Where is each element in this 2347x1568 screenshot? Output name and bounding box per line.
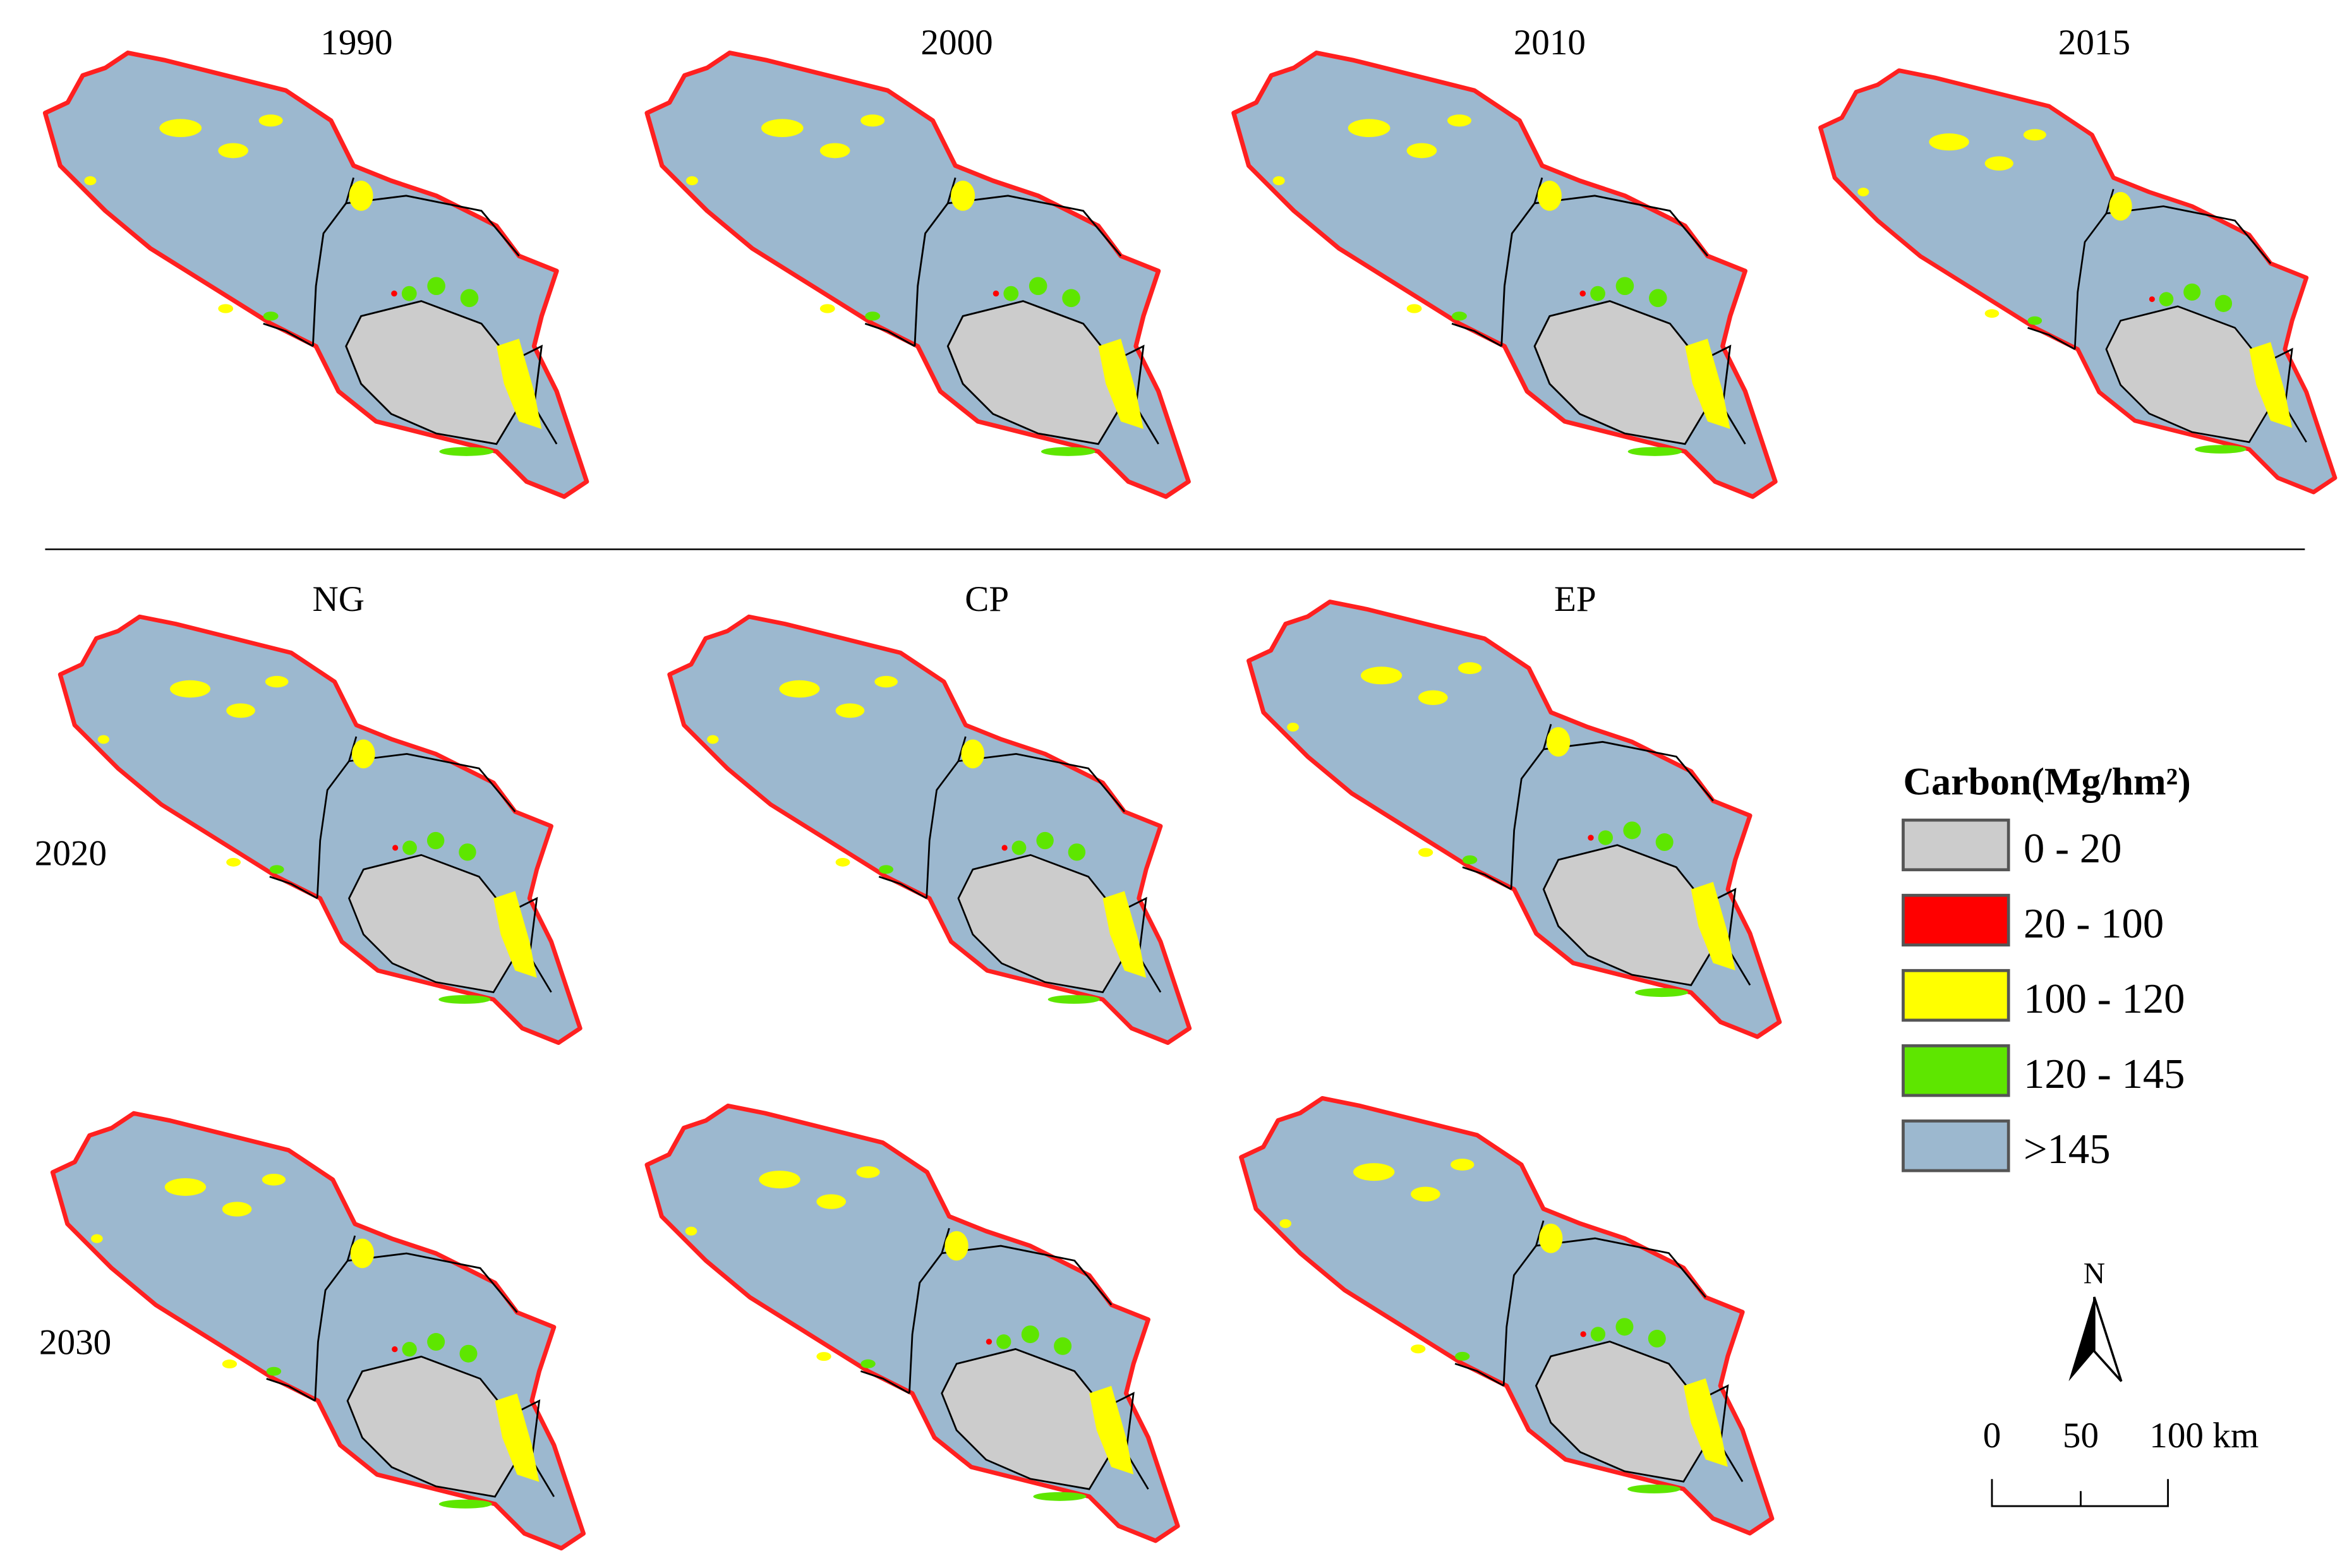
panel-title: NG xyxy=(313,579,365,619)
map-panel xyxy=(45,53,586,497)
map-panel xyxy=(60,617,580,1042)
map-panel xyxy=(52,1113,583,1548)
panel-title: 2015 xyxy=(2058,23,2130,63)
panel-title: CP xyxy=(965,579,1009,619)
scale-label: 50 xyxy=(2063,1416,2099,1456)
legend-swatch xyxy=(1902,968,2010,1022)
row-label: 2030 xyxy=(39,1323,111,1363)
scale-bar: 0 50 100 km xyxy=(1983,1416,2259,1507)
legend-label: 120 - 145 xyxy=(2024,1051,2185,1097)
scale-label: 100 km xyxy=(2149,1416,2259,1456)
legend-label: 0 - 20 xyxy=(2024,826,2122,872)
legend: Carbon(Mg/hm²) 0 - 20 20 - 100 100 - 120 12… xyxy=(1902,761,2191,1173)
panel-title: 2000 xyxy=(920,23,992,63)
legend-swatch xyxy=(1902,1119,2010,1173)
map-panel xyxy=(1249,602,1780,1037)
legend-swatch xyxy=(1902,818,2010,872)
map-panel xyxy=(1241,1098,1772,1533)
legend-label: 20 - 100 xyxy=(2024,901,2164,947)
map-panel xyxy=(1821,71,2335,492)
arrow-left xyxy=(2068,1297,2094,1382)
scale-label: 0 xyxy=(1983,1416,2001,1456)
legend-swatch xyxy=(1902,1044,2010,1097)
panel-title: EP xyxy=(1554,579,1596,619)
north-arrow: N xyxy=(2068,1258,2123,1382)
legend-label: 100 - 120 xyxy=(2024,976,2185,1022)
legend-title: Carbon(Mg/hm²) xyxy=(1903,761,2190,804)
legend-items: 0 - 20 20 - 100 100 - 120 120 - 145 >145 xyxy=(1902,818,2185,1173)
panel-title: 1990 xyxy=(320,23,392,63)
arrow-right xyxy=(2093,1296,2123,1382)
panel-title: 2010 xyxy=(1514,23,1586,63)
map-panel xyxy=(647,1106,1178,1540)
north-label: N xyxy=(2084,1258,2105,1291)
map-panel xyxy=(647,53,1188,497)
legend-swatch xyxy=(1902,893,2010,947)
map-panel xyxy=(670,617,1190,1042)
row-label: 2020 xyxy=(35,834,107,874)
legend-label: >145 xyxy=(2024,1126,2111,1173)
map-panel xyxy=(1234,53,1775,497)
